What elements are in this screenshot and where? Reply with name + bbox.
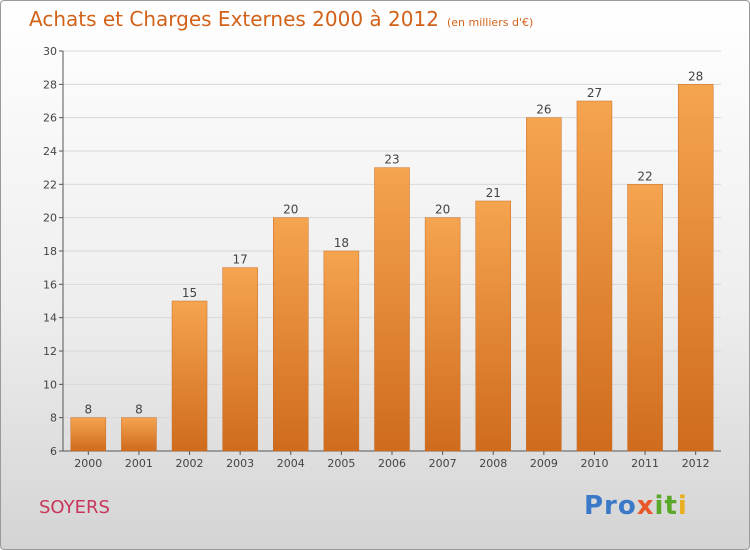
y-tick-label: 28 xyxy=(43,78,57,91)
x-tick-label: 2006 xyxy=(378,457,406,470)
y-tick-label: 24 xyxy=(43,145,57,158)
data-label-2012: 28 xyxy=(688,69,703,83)
y-tick-label: 6 xyxy=(50,445,57,458)
x-tick-label: 2004 xyxy=(277,457,305,470)
x-tick-label: 2009 xyxy=(530,457,558,470)
y-tick-label: 10 xyxy=(43,378,57,391)
y-tick-label: 30 xyxy=(43,45,57,58)
data-label-2003: 17 xyxy=(233,253,248,267)
data-label-2005: 18 xyxy=(334,236,349,250)
data-label-2002: 15 xyxy=(182,286,197,300)
chart-title: Achats et Charges Externes 2000 à 2012 (e… xyxy=(29,7,533,31)
data-label-2006: 23 xyxy=(384,153,399,167)
y-tick-label: 18 xyxy=(43,245,57,258)
bar-2001 xyxy=(121,417,157,452)
data-label-2007: 20 xyxy=(435,203,450,217)
bar-2006 xyxy=(374,167,410,452)
data-label-2001: 8 xyxy=(135,403,143,417)
bar-2012 xyxy=(677,84,714,452)
bar-2003 xyxy=(222,267,258,452)
bar-2005 xyxy=(323,250,360,452)
data-label-2010: 27 xyxy=(587,86,602,100)
bar-2008 xyxy=(475,200,511,452)
bar-2009 xyxy=(526,117,562,452)
bar-2004 xyxy=(273,217,309,452)
x-tick-label: 2007 xyxy=(429,457,457,470)
x-tick-label: 2000 xyxy=(74,457,102,470)
y-tick-label: 26 xyxy=(43,112,57,125)
x-tick-label: 2001 xyxy=(125,457,153,470)
bar-2002 xyxy=(171,300,208,452)
y-tick-labels: 6 8 10 12 14 16 18 20 22 24 26 28 30 xyxy=(43,45,57,458)
data-label-2000: 8 xyxy=(84,403,92,417)
data-label-2009: 26 xyxy=(536,103,551,117)
y-tick-label: 14 xyxy=(43,312,57,325)
bar-2000 xyxy=(70,417,107,452)
x-tick-label: 2011 xyxy=(631,457,659,470)
bar-2007 xyxy=(424,217,461,452)
y-tick-label: 8 xyxy=(50,412,57,425)
title-main: Achats et Charges Externes 2000 à 2012 xyxy=(29,7,439,31)
title-unit: (en milliers d'€) xyxy=(446,16,534,29)
data-label-2011: 22 xyxy=(637,169,652,183)
data-labels: 8 8 15 17 20 18 23 20 21 26 27 22 28 xyxy=(84,69,703,416)
y-tick-label: 22 xyxy=(43,178,57,191)
bar-2010 xyxy=(576,100,613,452)
x-tick-label: 2002 xyxy=(176,457,204,470)
y-tick-label: 12 xyxy=(43,345,57,358)
y-tick-label: 16 xyxy=(43,278,57,291)
bars xyxy=(70,84,714,452)
data-label-2008: 21 xyxy=(486,186,501,200)
proxiti-logo: Proxiti xyxy=(584,491,688,521)
x-tick-labels: 2000 2001 2002 2003 2004 2005 2006 2007 2008 2009… xyxy=(74,457,709,470)
data-label-2004: 20 xyxy=(283,203,298,217)
commune-name: SOYERS xyxy=(39,497,110,518)
x-tick-label: 2005 xyxy=(327,457,355,470)
x-tick-label: 2012 xyxy=(682,457,710,470)
x-tick-label: 2010 xyxy=(580,457,608,470)
x-tick-label: 2008 xyxy=(479,457,507,470)
x-tick-label: 2003 xyxy=(226,457,254,470)
y-tick-label: 20 xyxy=(43,212,57,225)
bar-2011 xyxy=(627,184,663,452)
